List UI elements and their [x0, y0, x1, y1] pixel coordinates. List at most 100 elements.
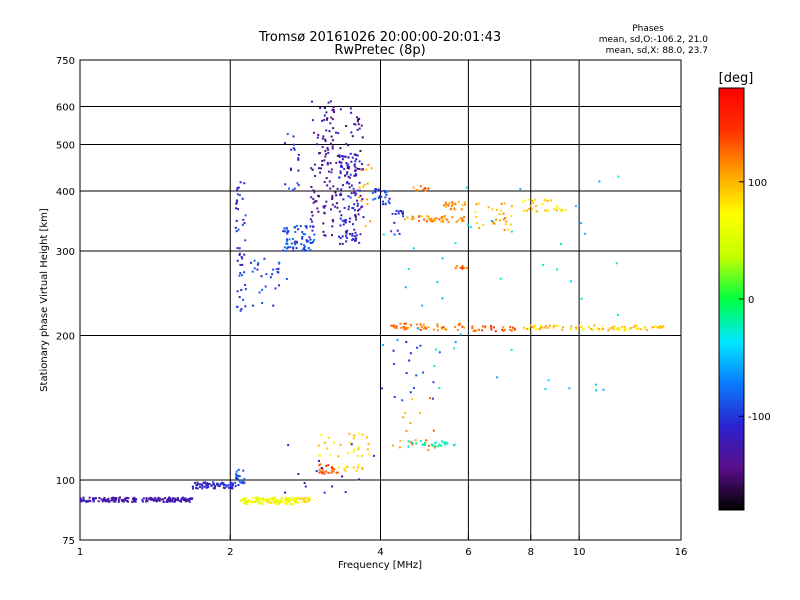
data-point — [445, 205, 448, 208]
data-point — [285, 249, 288, 252]
data-point — [352, 437, 355, 440]
data-point — [196, 487, 199, 490]
data-point — [303, 498, 306, 501]
data-point — [343, 206, 346, 209]
data-point — [287, 444, 290, 447]
data-point — [424, 187, 427, 190]
data-point — [484, 326, 487, 329]
data-point — [332, 470, 335, 473]
data-point — [428, 397, 431, 400]
data-point — [326, 146, 329, 149]
data-point — [230, 482, 233, 485]
data-point — [419, 323, 422, 326]
data-point — [317, 210, 320, 213]
data-point — [335, 471, 338, 474]
data-point — [178, 499, 181, 502]
data-point — [463, 215, 466, 218]
data-point — [285, 502, 288, 505]
data-point — [461, 264, 464, 267]
data-point — [322, 205, 325, 208]
data-point — [401, 212, 404, 215]
data-point — [307, 499, 310, 502]
data-point — [424, 189, 427, 192]
data-point — [296, 496, 299, 499]
data-point — [282, 249, 285, 252]
data-point — [524, 199, 527, 202]
data-point — [236, 193, 239, 196]
data-point — [355, 469, 358, 472]
data-point — [373, 188, 376, 191]
data-point — [441, 297, 444, 300]
data-point — [587, 325, 590, 328]
data-point — [267, 500, 270, 503]
data-point — [445, 203, 448, 206]
data-point — [416, 346, 419, 349]
data-point — [319, 171, 322, 174]
data-point — [311, 220, 314, 223]
data-point — [290, 242, 293, 245]
data-point — [623, 329, 626, 332]
data-point — [434, 446, 437, 449]
data-point — [411, 215, 414, 218]
data-point — [362, 216, 365, 219]
data-point — [320, 434, 323, 437]
data-point — [621, 325, 624, 328]
data-point — [579, 324, 582, 327]
data-point — [427, 326, 430, 329]
data-point — [445, 328, 448, 331]
data-point — [535, 328, 538, 331]
data-point — [602, 388, 605, 391]
data-point — [264, 285, 267, 288]
data-point — [103, 497, 106, 500]
data-point — [225, 485, 228, 488]
data-point — [333, 205, 336, 208]
data-point — [345, 182, 348, 185]
data-point — [201, 484, 204, 487]
data-point — [427, 449, 430, 452]
data-point — [396, 338, 399, 341]
data-point — [333, 441, 336, 444]
data-point — [463, 266, 466, 269]
data-point — [356, 120, 359, 123]
data-point — [443, 204, 446, 207]
data-point — [243, 477, 246, 480]
data-point — [180, 497, 183, 500]
data-point — [494, 330, 497, 333]
data-point — [263, 257, 266, 260]
data-point — [104, 500, 107, 503]
data-point — [384, 202, 387, 205]
data-point — [343, 219, 346, 222]
data-point — [453, 443, 456, 446]
data-point — [616, 329, 619, 332]
data-point — [316, 136, 319, 139]
data-point — [490, 327, 493, 330]
data-point — [405, 322, 408, 325]
data-point — [270, 497, 273, 500]
data-point — [358, 181, 361, 184]
data-point — [282, 230, 285, 233]
data-point — [425, 215, 428, 218]
data-point — [347, 205, 350, 208]
data-point — [341, 184, 344, 187]
data-point — [236, 199, 239, 202]
data-point — [319, 454, 322, 457]
data-point — [350, 160, 353, 163]
data-point — [357, 446, 360, 449]
data-point — [336, 187, 339, 190]
data-point — [361, 198, 364, 201]
data-point — [94, 497, 97, 500]
data-point — [353, 228, 356, 231]
data-point — [510, 329, 513, 332]
data-point — [313, 233, 316, 236]
data-point — [88, 496, 91, 499]
data-point — [123, 497, 126, 500]
data-point — [358, 127, 361, 130]
data-point — [272, 304, 275, 307]
data-point — [203, 482, 206, 485]
data-point — [440, 440, 443, 443]
data-point — [525, 209, 528, 212]
data-point — [311, 214, 314, 217]
data-point — [293, 500, 296, 503]
data-point — [659, 326, 662, 329]
data-point — [357, 123, 360, 126]
